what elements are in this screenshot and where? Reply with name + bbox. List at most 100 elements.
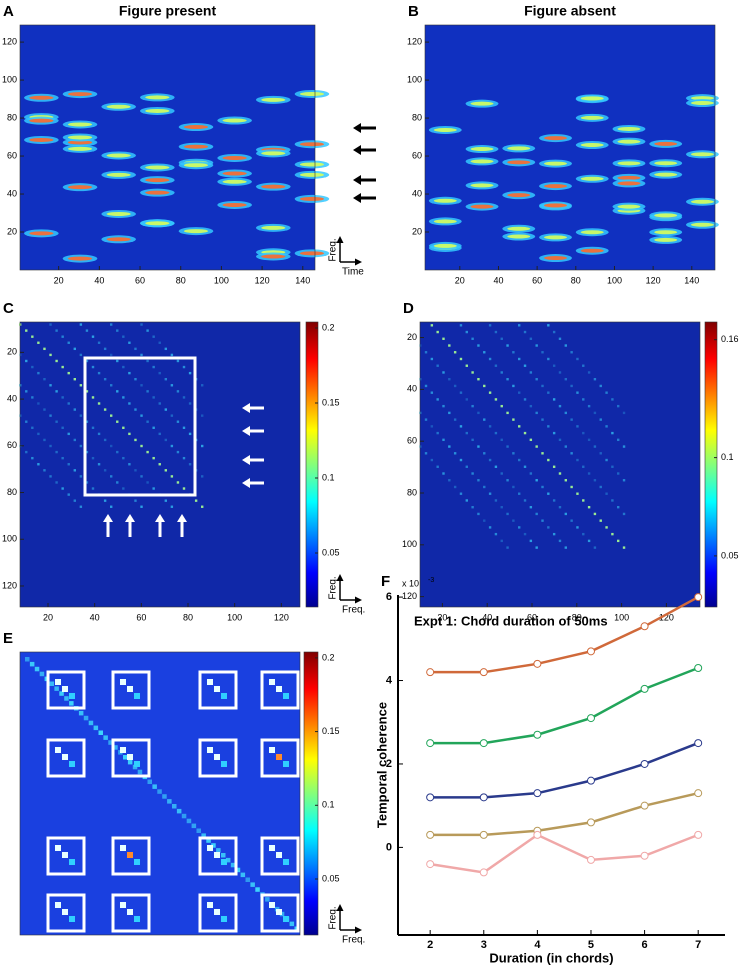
x-tick-label: 120 [646, 275, 661, 285]
matrix-cell [276, 686, 282, 692]
matrix-cell [593, 546, 597, 549]
x-tick-label: 20 [455, 275, 465, 285]
matrix-cell [127, 759, 133, 765]
matrix-cell [587, 371, 591, 374]
matrix-cell [214, 686, 220, 692]
matrix-cell [459, 458, 463, 462]
matrix-cell [570, 452, 573, 455]
arrow [242, 478, 250, 488]
matrix-cell [140, 475, 143, 478]
matrix-cell [622, 445, 626, 448]
matrix-cell [576, 526, 579, 529]
matrix-cell [442, 337, 445, 340]
spectral-band [690, 222, 714, 227]
matrix-cell [61, 335, 64, 338]
matrix-cell [488, 357, 492, 361]
x-tick-label: 140 [684, 275, 699, 285]
matrix-cell [465, 398, 468, 401]
matrix-cell [29, 661, 35, 667]
matrix-cell [471, 404, 474, 408]
matrix-cell [103, 499, 107, 502]
matrix-cell [523, 499, 527, 502]
panel-label: C [3, 300, 14, 317]
matrix-cell [599, 452, 602, 455]
matrix-cell [617, 472, 620, 475]
axis-icon [355, 926, 362, 934]
matrix-cell [523, 431, 527, 435]
heatmap-background [420, 322, 700, 607]
matrix-cell [134, 859, 140, 865]
spectral-band [299, 196, 325, 201]
matrix-cell [564, 512, 567, 516]
matrix-cell [43, 469, 46, 472]
y-tick-label: 40 [7, 188, 17, 198]
y-tick-label: 20 [7, 347, 17, 357]
highlight-box [83, 356, 197, 497]
series-line [430, 741, 699, 799]
matrix-cell [576, 357, 579, 361]
x-tick-label: 120 [255, 275, 270, 285]
x-tick-label: 6 [642, 939, 648, 951]
matrix-cell [622, 546, 626, 549]
matrix-cell [64, 696, 69, 701]
matrix-cell [593, 411, 597, 415]
y-tick-label: 2 [386, 758, 392, 770]
matrix-cell [494, 532, 498, 536]
matrix-cell [31, 396, 34, 399]
matrix-cell [134, 408, 137, 411]
matrix-cell [453, 418, 457, 421]
spectral-band [507, 160, 531, 165]
spectral-band [29, 137, 54, 142]
matrix-cell [55, 747, 61, 753]
matrix-cell [471, 472, 474, 475]
arrow [125, 514, 135, 522]
matrix-cell [570, 418, 573, 421]
x-tick-label: 100 [614, 612, 629, 622]
y-tick-label: 20 [407, 332, 417, 342]
matrix-cell [541, 384, 544, 388]
matrix-cell [605, 458, 608, 462]
spectral-band [183, 229, 209, 234]
matrix-cell [152, 396, 155, 399]
matrix-cell [170, 353, 174, 357]
matrix-cell [570, 519, 573, 522]
matrix-cell [116, 450, 119, 454]
matrix-cell [506, 479, 509, 482]
x-tick-label: 140 [295, 275, 310, 285]
spectral-band [299, 142, 325, 147]
y-tick-label: 20 [7, 226, 17, 236]
highlight-box [111, 836, 151, 876]
matrix-cell [547, 425, 550, 428]
matrix-cell [85, 450, 89, 454]
matrix-cell [55, 679, 61, 685]
spectral-band [261, 151, 286, 156]
matrix-cell [535, 512, 538, 516]
spectral-band [222, 171, 247, 176]
spectral-band [654, 213, 678, 218]
matrix-cell [448, 378, 451, 381]
matrix-cell [55, 359, 58, 363]
matrix-cell [279, 911, 285, 917]
matrix-cell [477, 445, 480, 448]
matrix-cell [91, 487, 95, 490]
spectral-band [145, 221, 170, 226]
axis-icon-label: Freq. [328, 576, 339, 599]
spectral-band [29, 231, 54, 236]
spectral-band [580, 143, 604, 148]
matrix-cell [164, 499, 167, 502]
spectral-band [543, 161, 568, 166]
matrix-cell [576, 492, 579, 495]
matrix-cell [611, 532, 614, 536]
spectral-band [183, 163, 209, 168]
matrix-cell [188, 463, 192, 466]
matrix-cell [483, 384, 486, 388]
matrix-cell [62, 754, 68, 760]
matrix-cell [488, 391, 492, 394]
matrix-cell [37, 402, 40, 405]
matrix-cell [558, 404, 562, 408]
matrix-cell [465, 364, 468, 367]
data-point [479, 668, 488, 677]
matrix-cell [500, 337, 503, 340]
spectral-band [433, 127, 457, 132]
matrix-cell [529, 539, 533, 543]
